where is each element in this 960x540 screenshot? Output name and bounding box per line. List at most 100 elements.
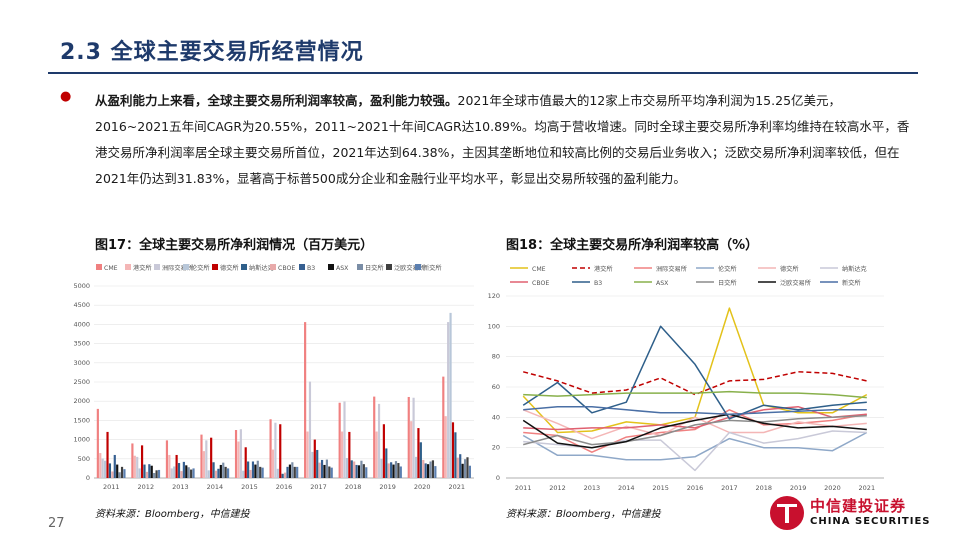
bar	[234, 430, 238, 478]
y-tick-label: 80	[492, 353, 500, 361]
y-tick-label: 5000	[73, 282, 90, 290]
x-tick-label: 2012	[138, 483, 155, 491]
legend-label: CBOE	[278, 265, 295, 272]
x-tick-label: 2016	[276, 483, 293, 491]
bar	[316, 449, 319, 478]
bar	[210, 437, 213, 478]
y-tick-label: 1000	[73, 436, 90, 444]
legend-label: 纳斯达克	[249, 264, 274, 272]
bar	[407, 396, 410, 478]
legend-swatch	[212, 264, 218, 270]
bar	[444, 416, 447, 478]
bar	[429, 461, 432, 478]
bar	[153, 473, 156, 478]
x-tick-label: 2011	[515, 484, 532, 492]
bar	[422, 459, 425, 478]
bar	[205, 440, 208, 478]
bar	[328, 466, 331, 478]
y-tick-label: 0	[86, 474, 90, 482]
bar	[419, 442, 422, 478]
x-tick-label: 2021	[448, 483, 465, 491]
bar	[304, 322, 307, 478]
bar	[365, 467, 368, 478]
bar	[131, 443, 134, 478]
bar	[140, 445, 144, 478]
page-number: 27	[48, 516, 65, 531]
bar	[454, 432, 457, 478]
bar	[362, 464, 365, 478]
legend-label: 港交所	[594, 265, 613, 273]
x-tick-label: 2017	[721, 484, 738, 492]
legend-swatch	[154, 264, 160, 270]
figure18-title: 图18：全球主要交易所净利润率较高（%）	[506, 238, 759, 253]
bar	[385, 448, 388, 478]
bar	[284, 472, 287, 478]
bar	[341, 431, 344, 478]
figure18-source: 资料来源：Bloomberg，中信建投	[506, 509, 661, 520]
bar	[377, 403, 381, 478]
legend-label: ASX	[656, 280, 669, 287]
bar	[466, 457, 469, 478]
series-line	[523, 415, 867, 446]
bar	[355, 464, 358, 478]
bar	[397, 463, 400, 478]
bar	[108, 463, 112, 478]
bar	[451, 422, 455, 478]
x-tick-label: 2012	[549, 484, 566, 492]
bar	[360, 460, 363, 478]
bar	[120, 466, 124, 478]
bar	[281, 473, 284, 478]
bar	[237, 441, 240, 478]
bar	[239, 429, 242, 478]
logo-mark-icon	[770, 496, 804, 530]
bar	[410, 421, 413, 478]
bar	[187, 467, 190, 478]
bar	[269, 419, 272, 478]
bar	[296, 466, 299, 478]
y-tick-label: 4000	[73, 320, 90, 328]
bar	[123, 469, 126, 478]
bar	[345, 458, 349, 478]
x-tick-label: 2020	[824, 484, 841, 492]
bar	[320, 459, 324, 478]
bar	[259, 466, 262, 478]
bar	[157, 469, 161, 478]
bar	[313, 439, 316, 478]
x-tick-label: 2013	[172, 483, 189, 491]
bar	[417, 428, 420, 478]
x-tick-label: 2015	[241, 483, 258, 491]
series-line	[522, 409, 867, 440]
y-tick-label: 40	[492, 413, 500, 421]
y-tick-label: 4500	[73, 301, 90, 309]
y-tick-label: 100	[488, 322, 500, 330]
bar	[387, 463, 390, 478]
body-text: 2021年全球市值最大的12家上市交易所平均净利润为15.25亿美元，2016~…	[95, 93, 910, 186]
x-tick-label: 2020	[414, 483, 431, 491]
bar	[113, 454, 116, 478]
x-tick-label: 2016	[687, 484, 704, 492]
legend-swatch	[357, 264, 363, 270]
net-profit-bar-chart: 0 500 1000 1500 2000 2500 3000 3500 4000 4500 5000…	[73, 264, 474, 491]
legend-swatch	[328, 264, 334, 270]
bar	[224, 466, 227, 478]
bar	[463, 459, 467, 478]
bar	[392, 464, 395, 478]
bar	[343, 401, 346, 478]
x-tick-label: 2011	[103, 483, 120, 491]
bar	[200, 434, 203, 478]
bar	[318, 462, 321, 478]
y-tick-label: 60	[492, 383, 500, 391]
bar	[212, 462, 215, 478]
bar	[424, 463, 427, 478]
bar	[175, 454, 178, 478]
series-line	[523, 405, 867, 416]
company-logo: 中信建投证券 CHINA SECURITIES	[770, 494, 930, 532]
bar	[254, 464, 257, 478]
title-divider	[48, 72, 918, 74]
legend-label: 港交所	[133, 264, 152, 272]
legend-label: ASX	[336, 265, 349, 272]
legend-label: CME	[532, 266, 546, 273]
legend-label: 新交所	[842, 279, 861, 287]
y-tick-label: 1500	[73, 416, 90, 424]
legend-label: 日交所	[718, 279, 737, 287]
